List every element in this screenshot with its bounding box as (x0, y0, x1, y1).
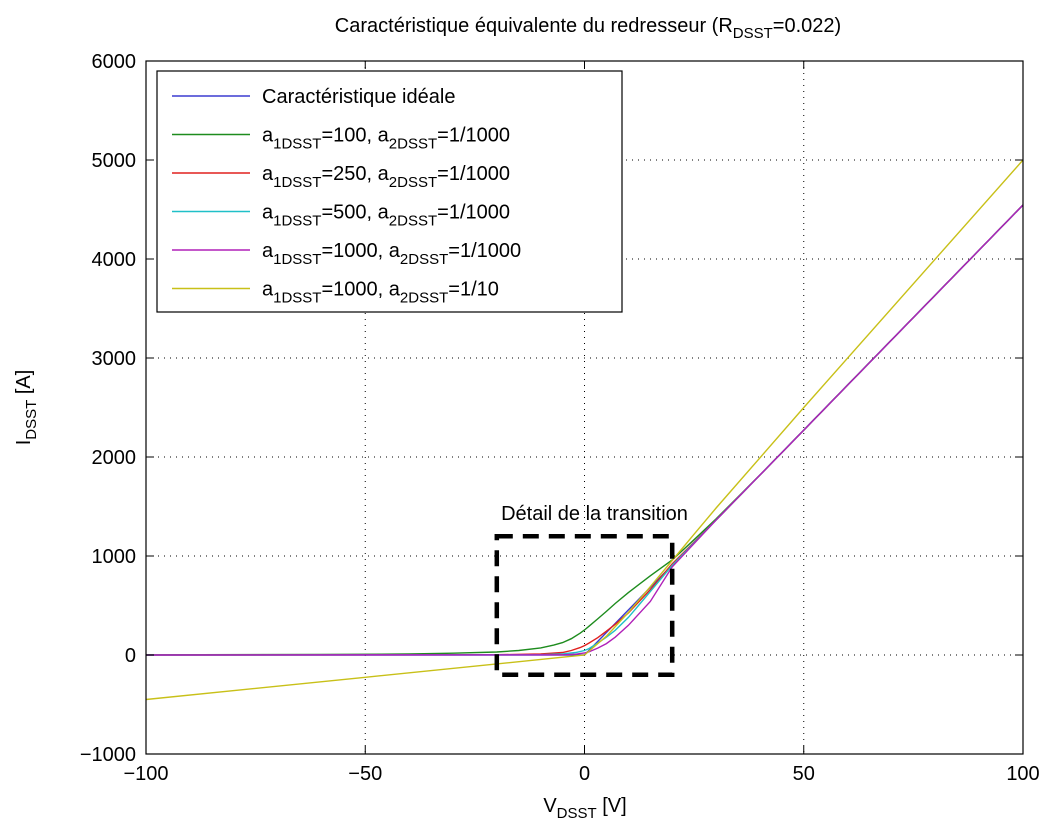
legend-label-5: a1DSST=1000, a2DSST=1/10 (262, 279, 499, 307)
transition-detail-box (494, 533, 675, 678)
legend-box (156, 70, 623, 313)
x-axis-label: VDSST [V] (543, 795, 626, 822)
legend-label-4: a1DSST=1000, a2DSST=1/1000 (262, 240, 521, 268)
x-tick-label: 0 (579, 763, 590, 785)
y-tick-label: 3000 (92, 348, 137, 370)
x-tick-label: 100 (1006, 763, 1039, 785)
title-subscript: DSST (733, 25, 773, 42)
legend-label-1: a1DSST=100, a2DSST=1/1000 (262, 125, 510, 153)
series-layer (145, 159, 1024, 701)
title-tail: =0.022) (773, 15, 841, 37)
y-tick-label: 1000 (92, 546, 137, 568)
x-axis-label-subscript: DSST (557, 805, 597, 822)
y-tick-label: 2000 (92, 447, 137, 469)
y-axis-label-subscript: DSST (23, 400, 40, 440)
tick-layer: −100 −50 0 50 100 −1000 0 1000 2000 3000 4000 5000 6… (80, 51, 1040, 785)
x-tick-label: −50 (348, 763, 382, 785)
series-line-4 (145, 204, 1024, 656)
y-tick-label: 6000 (92, 51, 137, 73)
y-axis-label-unit: [A] (13, 370, 35, 400)
y-tick-label: 5000 (92, 150, 137, 172)
x-axis-label-unit: [V] (597, 795, 627, 817)
x-tick-label: 50 (793, 763, 815, 785)
legend-label-2: a1DSST=250, a2DSST=1/1000 (262, 163, 510, 191)
y-tick-label: −1000 (80, 744, 136, 766)
transition-detail-label: Détail de la transition (501, 503, 688, 525)
chart-title: Caractéristique équivalente du redresseu… (335, 15, 841, 42)
series-line-5 (145, 159, 1024, 701)
title-main: Caractéristique équivalente du redresseu… (335, 15, 733, 37)
annotation-layer: Détail de la transition (494, 503, 688, 678)
y-tick-label: 4000 (92, 249, 137, 271)
x-axis-label-main: V (543, 795, 557, 817)
legend-label-3: a1DSST=500, a2DSST=1/1000 (262, 202, 510, 230)
y-axis-label-main: I (13, 440, 35, 446)
y-tick-label: 0 (125, 645, 136, 667)
x-tick-label: −100 (123, 763, 168, 785)
y-axis-label: IDSST [A] (13, 370, 40, 446)
legend: Caractéristique idéale a1DSST=100, a2DSST… (156, 70, 623, 313)
legend-label-0: Caractéristique idéale (262, 86, 455, 108)
